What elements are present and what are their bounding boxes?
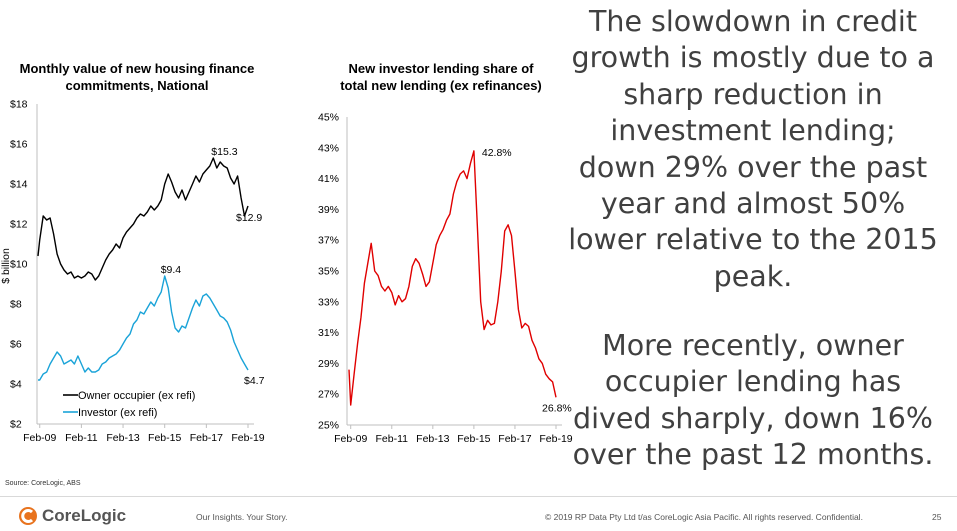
x-tick-label: Feb-19	[231, 432, 264, 444]
x-tick-label: Feb-15	[457, 433, 490, 445]
y-tick-label: $10	[10, 259, 28, 271]
y-tick-label: $8	[10, 299, 22, 311]
y-tick-label: $14	[10, 179, 28, 191]
y-tick-label: 29%	[318, 358, 339, 370]
headline-paragraph-2: More recently, owner occupier lending has…	[563, 328, 943, 474]
x-tick-label: Feb-13	[416, 433, 449, 445]
y-tick-label: 27%	[318, 389, 339, 401]
x-tick-label: Feb-19	[539, 433, 572, 445]
y-tick-label: 43%	[318, 142, 339, 154]
x-tick-label: Feb-17	[190, 432, 223, 444]
x-tick-label: Feb-09	[334, 433, 367, 445]
headline-line: lower relative to the 2015	[568, 223, 938, 257]
legend-label: Owner occupier (ex refi)	[78, 390, 195, 402]
y-tick-label: 35%	[318, 266, 339, 278]
y-tick-label: 39%	[318, 204, 339, 216]
headline-line: growth is mostly due to a	[571, 41, 935, 75]
data-label: $9.4	[161, 264, 182, 276]
y-tick-label: $12	[10, 219, 28, 231]
y-tick-label: 25%	[318, 420, 339, 432]
headline-line: sharp reduction in	[623, 77, 883, 111]
chart1-title: Monthly value of new housing finance com…	[19, 61, 255, 93]
headline-line: down 29% over the past	[578, 150, 928, 184]
y-tick-label: 45%	[318, 112, 339, 124]
x-tick-label: Feb-11	[65, 432, 98, 444]
page-number: 25	[932, 512, 942, 522]
chart2-investor-share: 45% 43% 41% 39% 37% 35% 33% 31% 29% 27% 25%Feb-09 F…	[318, 112, 573, 446]
x-tick-label: Feb-13	[106, 432, 139, 444]
headline-line: investment lending;	[610, 114, 896, 148]
y-tick-label: $4	[10, 379, 22, 391]
footer-tagline: Our Insights. Your Story.	[196, 512, 288, 522]
y-tick-label: $2	[10, 419, 22, 431]
y-axis-label: $ billion	[0, 248, 12, 284]
headline-line: occupier lending has	[604, 365, 902, 399]
data-label: $4.7	[244, 375, 265, 387]
corelogic-logo: CoreLogic	[18, 506, 126, 526]
chart2-title: New investor lending share of total new …	[340, 61, 542, 93]
x-tick-label: Feb-17	[498, 433, 531, 445]
y-tick-label: 37%	[318, 235, 339, 247]
logo-wordmark: CoreLogic	[42, 506, 127, 525]
headline-line: peak.	[713, 259, 793, 293]
headline-line: More recently, owner	[602, 329, 904, 362]
y-tick-label: 41%	[318, 173, 339, 185]
y-tick-label: $16	[10, 139, 28, 151]
y-tick-label: 31%	[318, 327, 339, 339]
headline-line: The slowdown in credit	[588, 5, 918, 38]
data-label: $15.3	[211, 146, 237, 158]
series-line-1	[38, 275, 249, 381]
headline-line: year and almost 50%	[600, 187, 906, 221]
headline-paragraph-1: The slowdown in credit growth is mostly d…	[563, 4, 943, 295]
y-tick-label: $18	[10, 99, 28, 111]
x-tick-label: Feb-15	[148, 432, 181, 444]
x-tick-label: Feb-09	[23, 432, 56, 444]
data-label: $12.9	[236, 212, 262, 224]
headline-line: over the past 12 months.	[572, 438, 934, 472]
legend-label: Investor (ex refi)	[78, 407, 157, 419]
corelogic-logo-icon	[19, 507, 37, 525]
y-tick-label: 33%	[318, 296, 339, 308]
x-tick-label: Feb-11	[376, 433, 409, 445]
headline-line: dived sharply, down 16%	[573, 401, 933, 435]
footer-divider	[0, 496, 957, 497]
y-tick-label: $6	[10, 339, 22, 351]
series-line-0	[348, 150, 557, 406]
source-note: Source: CoreLogic, ABS	[5, 480, 81, 487]
data-label: 26.8%	[542, 402, 572, 414]
data-label: 42.8%	[482, 147, 512, 159]
footer-copyright: © 2019 RP Data Pty Ltd t/as CoreLogic As…	[545, 512, 863, 522]
series-line-0	[37, 157, 249, 281]
